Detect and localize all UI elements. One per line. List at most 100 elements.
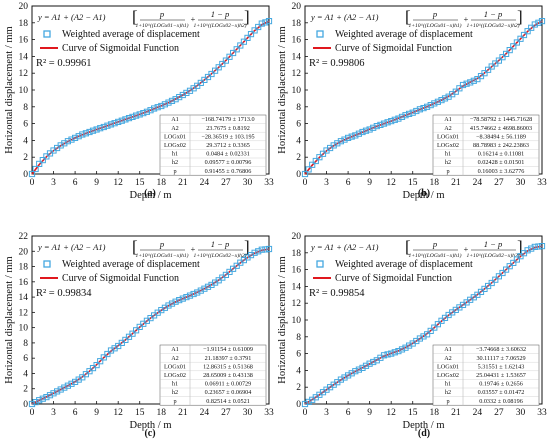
equation-lhs: y = A1 + (A2 − A1) bbox=[37, 12, 106, 22]
data-point bbox=[100, 354, 107, 361]
data-point bbox=[370, 124, 377, 131]
table-param-value: 23.7675 ± 0.8192 bbox=[206, 125, 250, 132]
data-point bbox=[538, 18, 546, 25]
data-point bbox=[125, 115, 133, 122]
data-point bbox=[319, 150, 327, 157]
chart-panel-4: 0 3 6 9 12 15 18 21 24 27 30 3302468101214161820Dep… bbox=[277, 232, 547, 439]
x-tick-label: 9 bbox=[367, 408, 372, 418]
y-tick-label: 4 bbox=[296, 136, 301, 146]
bracket-right: ] bbox=[517, 7, 523, 26]
data-point bbox=[459, 81, 467, 89]
data-point bbox=[384, 351, 391, 358]
data-point bbox=[510, 43, 517, 50]
table-param-value: 0.0484 ± 0.02331 bbox=[206, 151, 250, 158]
x-tick-label: 6 bbox=[73, 408, 78, 418]
y-tick-label: 8 bbox=[23, 103, 28, 113]
data-point bbox=[463, 80, 470, 87]
x-tick-label: 30 bbox=[516, 178, 526, 188]
data-point bbox=[384, 119, 391, 126]
y-tick-label: 4 bbox=[23, 369, 28, 379]
data-point bbox=[226, 53, 233, 60]
x-tick-label: 18 bbox=[157, 408, 167, 418]
bracket-right: ] bbox=[244, 237, 250, 256]
equation-lhs: y = A1 + (A2 − A1) bbox=[310, 242, 379, 252]
x-tick-label: 0 bbox=[303, 408, 308, 418]
data-point bbox=[398, 346, 406, 353]
data-point bbox=[194, 289, 201, 296]
table-param-value: 0.16214 ± 0.11081 bbox=[478, 151, 524, 158]
sigmoidal-curve-series bbox=[31, 20, 270, 175]
equation-lhs: y = A1 + (A2 − A1) bbox=[37, 242, 106, 252]
data-point bbox=[208, 70, 215, 78]
y-tick-label: 2 bbox=[296, 383, 301, 393]
data-point bbox=[305, 166, 312, 173]
x-tick-label: 9 bbox=[94, 408, 99, 418]
panel-label: (c) bbox=[144, 428, 155, 439]
x-tick-label: 18 bbox=[430, 178, 440, 188]
y-tick-label: 20 bbox=[19, 2, 29, 12]
data-point bbox=[388, 118, 395, 125]
fit-equation: y = A1 + (A2 − A1) [p 1+10^((LOGx01−x)h1)+… bbox=[37, 237, 250, 259]
data-point bbox=[97, 358, 104, 365]
data-point bbox=[107, 121, 115, 128]
data-point bbox=[50, 390, 57, 397]
data-point bbox=[133, 112, 140, 119]
data-point bbox=[212, 67, 219, 74]
data-point bbox=[402, 112, 409, 119]
table-param-name: LOGx02 bbox=[437, 372, 459, 379]
data-point bbox=[32, 165, 39, 173]
data-point bbox=[36, 397, 43, 404]
y-tick-label: 12 bbox=[292, 299, 302, 309]
data-point bbox=[68, 136, 75, 143]
parameter-table: A1 −3.74668 ± 3.60632 A2 30.11117 ± 7.06529… bbox=[432, 344, 540, 406]
x-tick-label: 24 bbox=[473, 178, 483, 188]
data-point bbox=[265, 18, 273, 25]
data-point bbox=[93, 126, 100, 133]
y-tick-label: 14 bbox=[292, 282, 302, 292]
data-point bbox=[136, 111, 143, 118]
data-point bbox=[420, 333, 427, 340]
legend-marker-icon bbox=[316, 260, 324, 268]
data-point bbox=[190, 290, 197, 298]
data-point bbox=[233, 46, 240, 53]
data-point bbox=[161, 101, 169, 108]
data-point bbox=[528, 24, 535, 31]
y-tick-label: 16 bbox=[292, 266, 302, 276]
data-point bbox=[352, 368, 359, 375]
table-param-value: −3.74668 ± 3.60632 bbox=[476, 346, 526, 353]
table-param-name: A2 bbox=[171, 125, 179, 132]
table-param-value: 88.78983 ± 242.23863 bbox=[473, 142, 529, 149]
data-point bbox=[316, 154, 323, 161]
data-point bbox=[481, 70, 488, 77]
y-tick-label: 12 bbox=[292, 69, 302, 79]
data-point bbox=[391, 116, 398, 123]
x-tick-label: 15 bbox=[408, 408, 418, 418]
table-param-value: 0.23657 ± 0.06904 bbox=[205, 389, 252, 396]
data-point bbox=[255, 248, 262, 255]
legend-label-data: Weighted average of displacement bbox=[62, 29, 200, 40]
y-tick-label: 22 bbox=[19, 232, 29, 242]
y-tick-label: 16 bbox=[19, 278, 29, 288]
table-param-value: 0.06911 ± 0.00729 bbox=[205, 381, 251, 388]
data-point bbox=[251, 27, 258, 34]
chart-panel-2: 0 3 6 9 12 15 18 21 24 27 30 3302468101214161820Dep… bbox=[277, 2, 547, 201]
data-point bbox=[154, 104, 161, 111]
r-squared: R² = 0.99961 bbox=[36, 58, 91, 69]
data-point bbox=[186, 292, 194, 299]
data-point bbox=[355, 130, 362, 137]
data-point bbox=[355, 366, 362, 373]
data-point bbox=[172, 96, 179, 103]
table-param-name: h2 bbox=[445, 159, 451, 166]
data-point bbox=[535, 19, 542, 26]
legend-label-data: Weighted average of displacement bbox=[335, 259, 473, 270]
table-param-name: A1 bbox=[171, 116, 179, 123]
x-tick-label: 30 bbox=[243, 178, 253, 188]
data-point bbox=[416, 106, 423, 113]
table-param-name: A2 bbox=[171, 355, 179, 362]
data-point bbox=[247, 31, 255, 38]
data-point bbox=[43, 394, 50, 401]
denominator-1: 1+10^((LOGx01−x)h1) bbox=[408, 22, 461, 29]
data-point bbox=[179, 91, 186, 99]
y-tick-label: 2 bbox=[296, 153, 301, 163]
data-point bbox=[237, 42, 244, 49]
